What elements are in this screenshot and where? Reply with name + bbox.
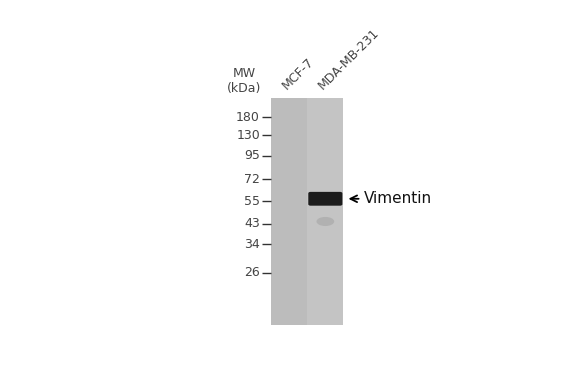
Text: 43: 43 [244, 217, 260, 230]
Ellipse shape [317, 217, 334, 226]
Text: 34: 34 [244, 238, 260, 251]
Text: 72: 72 [244, 173, 260, 186]
Text: MCF-7: MCF-7 [280, 55, 317, 92]
Bar [307, 98, 343, 325]
Text: MDA-MB-231: MDA-MB-231 [316, 26, 382, 92]
Bar [271, 98, 343, 325]
Text: MW
(kDa): MW (kDa) [227, 67, 261, 95]
Text: 180: 180 [236, 110, 260, 124]
Text: 95: 95 [244, 149, 260, 162]
FancyBboxPatch shape [308, 192, 342, 206]
Text: 26: 26 [244, 266, 260, 279]
Text: Vimentin: Vimentin [364, 191, 432, 206]
Text: 55: 55 [244, 195, 260, 208]
Bar [271, 98, 307, 325]
Text: 130: 130 [236, 129, 260, 142]
